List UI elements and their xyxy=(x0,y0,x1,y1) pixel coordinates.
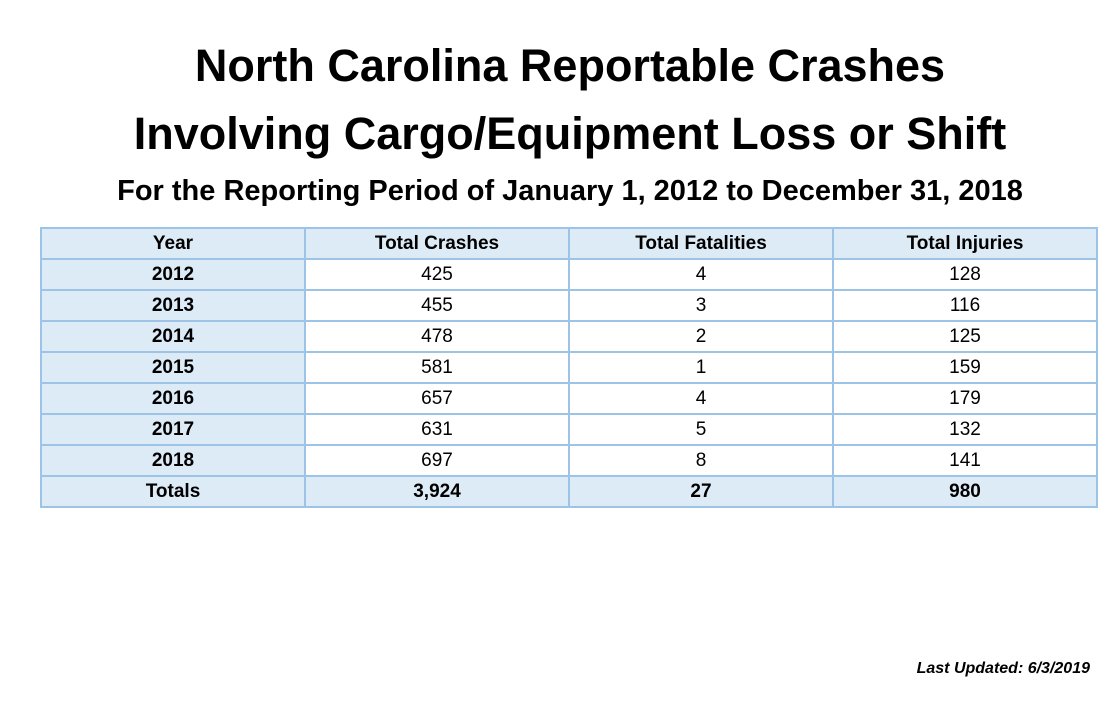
header-total-injuries: Total Injuries xyxy=(832,227,1098,260)
table-header-row: Year Total Crashes Total Fatalities Tota… xyxy=(40,227,1098,260)
header-total-crashes: Total Crashes xyxy=(304,227,570,260)
cell-year: 2015 xyxy=(40,351,306,384)
cell-total-fatalities: 5 xyxy=(568,413,834,446)
subtitle: For the Reporting Period of January 1, 2… xyxy=(117,175,1023,207)
cell-total-injuries: 125 xyxy=(832,320,1098,353)
crash-table: Year Total Crashes Total Fatalities Tota… xyxy=(40,227,1098,508)
header-total-fatalities: Total Fatalities xyxy=(568,227,834,260)
cell-year: 2014 xyxy=(40,320,306,353)
cell-total-injuries: 159 xyxy=(832,351,1098,384)
cell-total-crashes: 657 xyxy=(304,382,570,415)
cell-total-crashes: 478 xyxy=(304,320,570,353)
cell-total-injuries: 116 xyxy=(832,289,1098,322)
cell-total-crashes: 425 xyxy=(304,258,570,291)
table-row: 2013 455 3 116 xyxy=(40,289,1098,322)
cell-total-fatalities: 4 xyxy=(568,382,834,415)
cell-year: 2016 xyxy=(40,382,306,415)
totals-total-injuries: 980 xyxy=(832,475,1098,508)
table-row: 2012 425 4 128 xyxy=(40,258,1098,291)
table-row: 2015 581 1 159 xyxy=(40,351,1098,384)
totals-total-fatalities: 27 xyxy=(568,475,834,508)
title-line-2: Involving Cargo/Equipment Loss or Shift xyxy=(133,108,1007,159)
cell-total-injuries: 141 xyxy=(832,444,1098,477)
cell-total-crashes: 455 xyxy=(304,289,570,322)
totals-row: Totals 3,924 27 980 xyxy=(40,475,1098,508)
last-updated: Last Updated: 6/3/2019 xyxy=(916,660,1090,677)
cell-total-fatalities: 4 xyxy=(568,258,834,291)
cell-total-injuries: 179 xyxy=(832,382,1098,415)
header-year: Year xyxy=(40,227,306,260)
cell-total-fatalities: 8 xyxy=(568,444,834,477)
cell-total-crashes: 631 xyxy=(304,413,570,446)
cell-total-fatalities: 1 xyxy=(568,351,834,384)
table-row: 2014 478 2 125 xyxy=(40,320,1098,353)
table-row: 2016 657 4 179 xyxy=(40,382,1098,415)
table-row: 2018 697 8 141 xyxy=(40,444,1098,477)
totals-total-crashes: 3,924 xyxy=(304,475,570,508)
cell-total-injuries: 128 xyxy=(832,258,1098,291)
cell-total-crashes: 697 xyxy=(304,444,570,477)
cell-year: 2018 xyxy=(40,444,306,477)
cell-total-injuries: 132 xyxy=(832,413,1098,446)
cell-total-fatalities: 2 xyxy=(568,320,834,353)
cell-total-crashes: 581 xyxy=(304,351,570,384)
cell-year: 2013 xyxy=(40,289,306,322)
cell-year: 2012 xyxy=(40,258,306,291)
cell-year: 2017 xyxy=(40,413,306,446)
table-row: 2017 631 5 132 xyxy=(40,413,1098,446)
title-line-1: North Carolina Reportable Crashes xyxy=(194,40,946,91)
totals-year: Totals xyxy=(40,475,306,508)
cell-total-fatalities: 3 xyxy=(568,289,834,322)
